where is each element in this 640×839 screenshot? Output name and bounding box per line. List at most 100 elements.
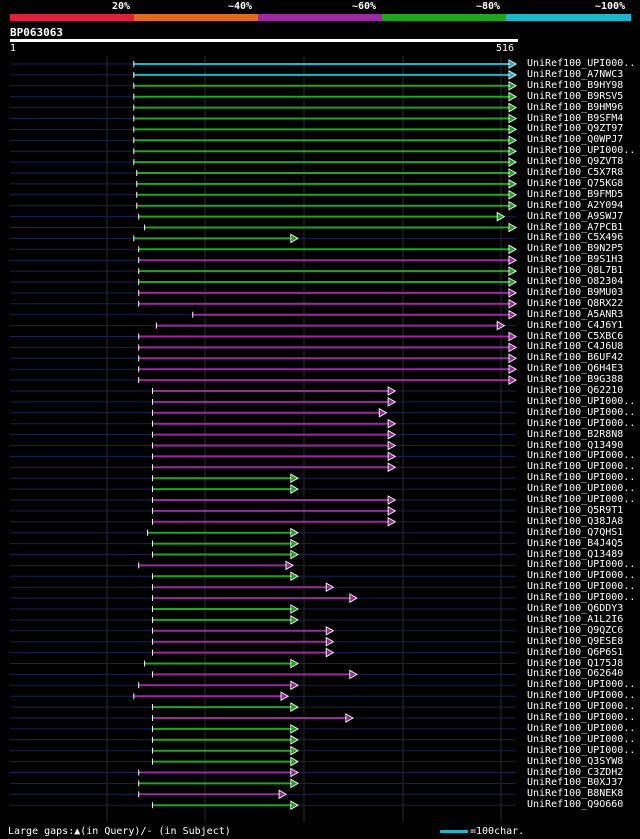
- hit-label[interactable]: UniRef100_UPI000..: [527, 712, 636, 723]
- hit-label[interactable]: UniRef100_A1L2I6: [527, 613, 624, 625]
- legend-swatch-green: [382, 14, 506, 21]
- hit-label[interactable]: UniRef100_C4J6Y1: [527, 319, 624, 331]
- hit-arrow-head: [508, 102, 518, 113]
- hit-label[interactable]: UniRef100_Q9O660: [527, 799, 624, 811]
- hit-label[interactable]: UniRef100_Q175J8: [527, 657, 624, 669]
- hit-label[interactable]: UniRef100_Q13490: [527, 439, 624, 451]
- hit-arrow-fill: [510, 224, 515, 231]
- hit-label[interactable]: UniRef100_B9RSV5: [527, 90, 624, 102]
- hit-label[interactable]: UniRef100_A9SWJ7: [527, 210, 624, 222]
- hit-arrow-head: [290, 680, 299, 691]
- hit-label[interactable]: UniRef100_Q3SYW8: [527, 755, 624, 767]
- hit-label[interactable]: UniRef100_Q9ESE8: [527, 635, 624, 647]
- hit-label[interactable]: UniRef100_Q5R9T1: [527, 504, 624, 516]
- hit-label[interactable]: UniRef100_UPI000..: [527, 581, 636, 593]
- hit-arrow-head: [387, 418, 397, 429]
- hit-arrow-head: [508, 124, 518, 135]
- hit-arrow-fill: [291, 747, 297, 754]
- hit-label[interactable]: UniRef100_C5XBC6: [527, 330, 624, 342]
- hit-arrow-head: [508, 277, 518, 287]
- hit-label[interactable]: UniRef100_B9FMD5: [527, 188, 624, 200]
- hit-label[interactable]: UniRef100_Q6H4E3: [527, 363, 624, 375]
- hit-label[interactable]: UniRef100_Q6P6S1: [527, 646, 624, 658]
- hit-label[interactable]: UniRef100_UPI000..: [527, 483, 636, 495]
- hit-label[interactable]: UniRef100_B9HY98: [527, 79, 624, 91]
- hit-label[interactable]: UniRef100_B9N2P5: [527, 243, 624, 255]
- hit-arrow-fill: [510, 61, 515, 67]
- hit-label[interactable]: UniRef100_O62640: [527, 668, 624, 680]
- hit-label[interactable]: UniRef100_UPI000..: [527, 461, 636, 473]
- hit-arrow-head: [508, 244, 518, 255]
- hit-label[interactable]: UniRef100_UPI000..: [527, 679, 636, 691]
- hit-label[interactable]: UniRef100_UPI000..: [527, 395, 636, 407]
- hit-label[interactable]: UniRef100_A7NWC3: [527, 68, 624, 80]
- hit-label[interactable]: UniRef100_Q75KG8: [527, 177, 624, 189]
- hit-label[interactable]: UniRef100_Q0WPJ7: [527, 134, 624, 146]
- hit-label[interactable]: UniRef100_Q7QHS1: [527, 526, 624, 538]
- hit-label[interactable]: UniRef100_B9G388: [527, 374, 624, 386]
- hit-arrow-fill: [510, 137, 515, 144]
- hit-arrow-fill: [510, 366, 515, 373]
- hit-label[interactable]: UniRef100_B8NEK8: [527, 788, 624, 800]
- hit-label[interactable]: UniRef100_A5ANR3: [527, 308, 624, 320]
- hit-label[interactable]: UniRef100_UPI000..: [527, 570, 636, 582]
- hit-label[interactable]: UniRef100_B0XJ37: [527, 777, 624, 789]
- hit-label[interactable]: UniRef100_A2Y094: [527, 199, 624, 211]
- hit-label[interactable]: UniRef100_B4J4Q5: [527, 537, 624, 549]
- hit-label[interactable]: UniRef100_Q9QZC6: [527, 624, 624, 636]
- hit-arrow-fill: [389, 431, 395, 438]
- hit-label[interactable]: UniRef100_UPI000..: [527, 559, 636, 571]
- hit-label[interactable]: UniRef100_C5X496: [527, 232, 624, 244]
- hit-label[interactable]: UniRef100_UPI000..: [527, 701, 636, 713]
- hit-arrow-fill: [510, 148, 515, 155]
- hit-label[interactable]: UniRef100_B9SFM4: [527, 112, 624, 124]
- hit-arrow-head: [508, 375, 518, 385]
- hit-arrow-head: [387, 451, 397, 462]
- hit-label[interactable]: UniRef100_UPI000..: [527, 494, 636, 505]
- hit-arrow-fill: [291, 660, 297, 667]
- hit-arrow-fill: [327, 627, 333, 634]
- hit-arrow-fill: [389, 497, 395, 503]
- hit-label[interactable]: UniRef100_B2R8N8: [527, 428, 624, 440]
- hit-label[interactable]: UniRef100_UPI000..: [527, 145, 636, 157]
- hit-label[interactable]: UniRef100_Q38JA8: [527, 515, 624, 527]
- hit-label[interactable]: UniRef100_B9MU03: [527, 286, 624, 298]
- hit-label[interactable]: UniRef100_UPI000..: [527, 417, 636, 429]
- hit-arrow-head: [290, 724, 299, 734]
- hit-arrow-head: [508, 135, 518, 146]
- hit-label[interactable]: UniRef100_Q62210: [527, 385, 624, 396]
- hit-label[interactable]: UniRef100_UPI000..: [527, 58, 636, 69]
- hit-label[interactable]: UniRef100_Q8RX22: [527, 297, 624, 309]
- hit-label[interactable]: UniRef100_Q9ZT97: [527, 123, 624, 135]
- hit-label[interactable]: UniRef100_C3ZDH2: [527, 766, 624, 778]
- hit-label[interactable]: UniRef100_O82304: [527, 276, 624, 287]
- ruler-end: 516: [496, 43, 515, 54]
- hit-arrow-fill: [389, 398, 395, 405]
- hit-arrow-fill: [291, 606, 297, 612]
- hit-label[interactable]: UniRef100_UPI000..: [527, 733, 636, 745]
- hit-label[interactable]: UniRef100_UPI000..: [527, 406, 636, 418]
- hit-label[interactable]: UniRef100_Q13489: [527, 548, 624, 560]
- hit-label[interactable]: UniRef100_Q8L7B1: [527, 265, 624, 277]
- hit-label[interactable]: UniRef100_A7PCB1: [527, 221, 624, 233]
- hit-label[interactable]: UniRef100_UPI000..: [527, 592, 636, 604]
- hit-label[interactable]: UniRef100_UPI000..: [527, 690, 636, 702]
- ruler-start: 1: [10, 43, 17, 54]
- hit-arrow-head: [508, 80, 518, 91]
- hit-label[interactable]: UniRef100_UPI000..: [527, 722, 636, 734]
- hit-arrow-head: [496, 320, 506, 331]
- hit-label[interactable]: UniRef100_UPI000..: [527, 744, 636, 756]
- hit-label[interactable]: UniRef100_UPI000..: [527, 450, 636, 462]
- hit-label[interactable]: UniRef100_UPI000..: [527, 472, 636, 484]
- hit-arrow-head: [290, 767, 299, 778]
- hit-arrow-fill: [510, 279, 515, 285]
- hit-label[interactable]: UniRef100_B9S1H3: [527, 254, 624, 266]
- hit-label[interactable]: UniRef100_B9HM96: [527, 101, 624, 113]
- hit-label[interactable]: UniRef100_C5X7R8: [527, 167, 624, 178]
- hit-label[interactable]: UniRef100_Q9ZVT8: [527, 156, 624, 168]
- hit-label[interactable]: UniRef100_Q6DDY3: [527, 603, 624, 614]
- hit-arrow-fill: [510, 126, 515, 133]
- hit-label[interactable]: UniRef100_B6UF42: [527, 352, 624, 364]
- hit-arrow-fill: [291, 802, 297, 809]
- hit-label[interactable]: UniRef100_C4J6U8: [527, 341, 624, 353]
